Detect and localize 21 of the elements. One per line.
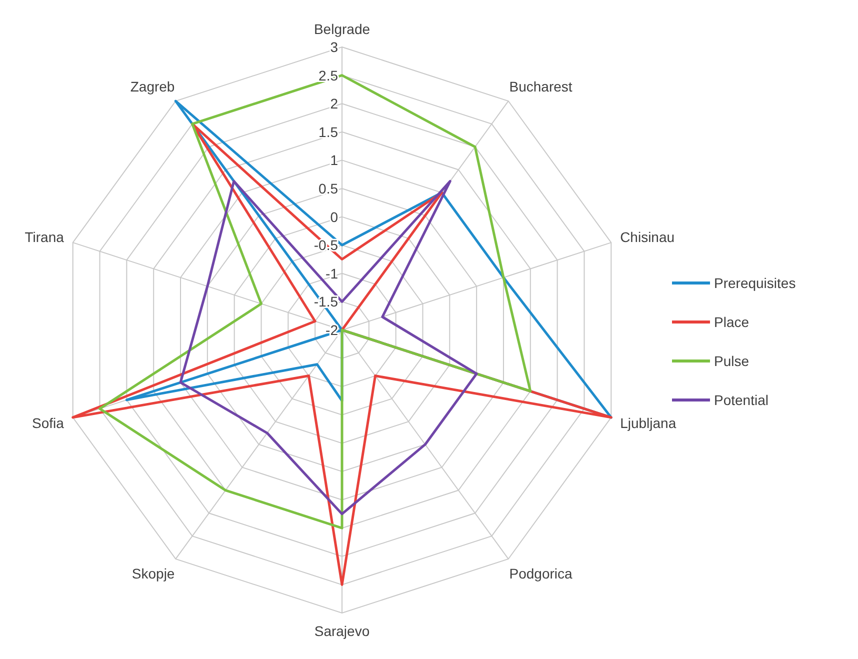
y-tick-label: 0.5 — [318, 180, 338, 196]
spoke-label: Sarajevo — [314, 623, 370, 639]
legend-label: Pulse — [714, 353, 750, 369]
legend-label: Place — [714, 314, 750, 330]
y-tick-label: 0 — [330, 208, 338, 225]
spoke-label: Podgorica — [509, 566, 573, 582]
legend-label: Prerequisites — [714, 275, 796, 291]
spoke-label: Bucharest — [509, 78, 572, 94]
y-tick-label: -1 — [326, 265, 338, 282]
y-tick-label: 1.5 — [318, 124, 338, 140]
y-tick-label: 3 — [330, 39, 338, 55]
spoke-label: Tirana — [24, 228, 64, 245]
spoke-label: Skopje — [132, 566, 175, 582]
spoke-label: Ljubljana — [620, 415, 676, 432]
spoke-label: Zagreb — [130, 78, 175, 94]
y-tick-label: 1 — [330, 152, 338, 168]
y-tick-label: 2 — [330, 96, 338, 112]
legend-label: Potential — [714, 392, 768, 408]
spoke-label: Chisinau — [620, 228, 675, 245]
spoke-label: Sofia — [32, 415, 64, 432]
spoke-label: Belgrade — [314, 21, 370, 37]
